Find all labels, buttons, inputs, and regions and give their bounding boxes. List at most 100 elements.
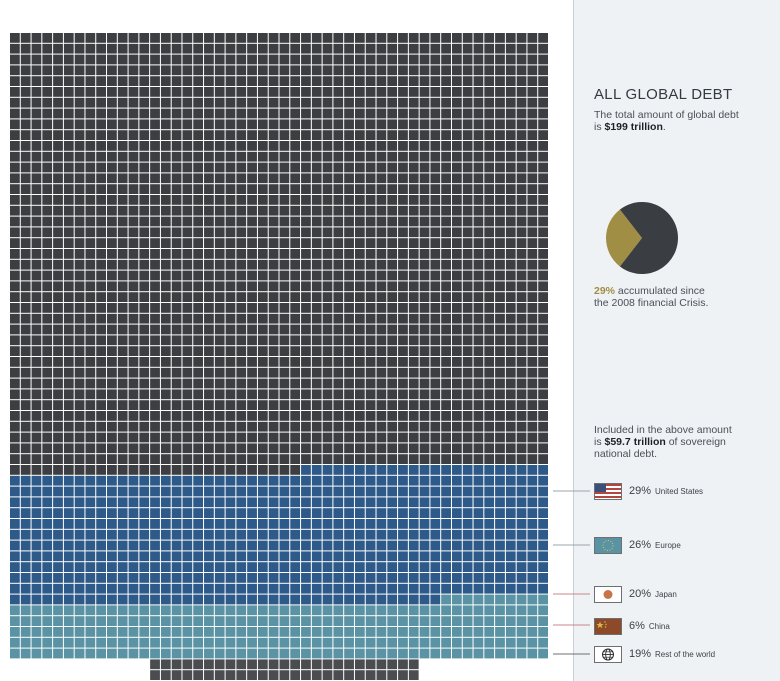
waffle-cell	[204, 184, 214, 194]
waffle-cell	[365, 205, 376, 216]
waffle-cell	[462, 119, 473, 130]
waffle-cell	[505, 454, 516, 464]
waffle-cell	[53, 400, 63, 410]
waffle-cell	[225, 605, 236, 616]
waffle-cell	[451, 346, 462, 356]
waffle-cell	[257, 249, 268, 259]
waffle-cell	[31, 108, 42, 119]
waffle-cell	[376, 497, 387, 508]
waffle-cell	[247, 594, 257, 605]
waffle-cell	[387, 33, 398, 43]
waffle-cell	[301, 508, 311, 518]
waffle-cell	[53, 76, 63, 86]
waffle-cell	[538, 216, 548, 227]
waffle-cell	[150, 43, 160, 54]
waffle-cell	[31, 378, 42, 389]
waffle-cell	[322, 573, 333, 583]
waffle-cell	[365, 670, 376, 680]
waffle-cell	[473, 227, 484, 238]
waffle-cell	[139, 605, 150, 616]
waffle-cell	[182, 540, 193, 551]
waffle-cell	[257, 303, 268, 313]
waffle-cell	[63, 292, 74, 302]
waffle-cell	[74, 33, 85, 43]
waffle-cell	[354, 551, 365, 562]
waffle-cell	[53, 65, 63, 76]
waffle-cell	[214, 346, 225, 356]
waffle-cell	[160, 216, 171, 227]
waffle-cell	[451, 378, 462, 389]
waffle-cell	[193, 151, 204, 162]
waffle-cell	[150, 249, 160, 259]
waffle-cell	[301, 141, 311, 151]
waffle-cell	[398, 529, 408, 540]
waffle-cell	[214, 151, 225, 162]
waffle-cell	[441, 249, 451, 259]
waffle-cell	[85, 378, 96, 389]
waffle-cell	[462, 238, 473, 248]
waffle-cell	[538, 540, 548, 551]
waffle-cell	[96, 605, 107, 616]
waffle-cell	[322, 378, 333, 389]
waffle-cell	[214, 43, 225, 54]
waffle-cell	[236, 497, 247, 508]
waffle-cell	[31, 281, 42, 292]
waffle-cell	[538, 292, 548, 302]
waffle-cell	[538, 151, 548, 162]
waffle-cell	[204, 637, 214, 648]
waffle-cell	[160, 378, 171, 389]
waffle-cell	[387, 605, 398, 616]
waffle-cell	[279, 465, 290, 475]
waffle-cell	[10, 497, 20, 508]
waffle-cell	[387, 184, 398, 194]
waffle-cell	[301, 303, 311, 313]
waffle-cell	[10, 292, 20, 302]
waffle-cell	[408, 432, 419, 443]
waffle-cell	[505, 259, 516, 270]
waffle-cell	[20, 76, 31, 86]
waffle-cell	[333, 367, 344, 378]
waffle-cell	[63, 497, 74, 508]
waffle-cell	[290, 659, 301, 670]
waffle-cell	[473, 335, 484, 346]
waffle-cell	[495, 130, 505, 140]
waffle-cell	[128, 605, 139, 616]
waffle-cell	[408, 443, 419, 454]
waffle-cell	[150, 184, 160, 194]
waffle-cell	[204, 238, 214, 248]
waffle-cell	[257, 335, 268, 346]
waffle-cell	[150, 551, 160, 562]
waffle-cell	[204, 151, 214, 162]
waffle-cell	[495, 270, 505, 281]
waffle-cell	[182, 443, 193, 454]
waffle-cell	[107, 627, 117, 637]
waffle-cell	[20, 540, 31, 551]
waffle-cell	[257, 486, 268, 497]
waffle-cell	[505, 141, 516, 151]
waffle-cell	[430, 454, 441, 464]
waffle-cell	[311, 324, 322, 335]
waffle-cell	[160, 119, 171, 130]
waffle-cell	[214, 87, 225, 97]
waffle-cell	[398, 205, 408, 216]
waffle-cell	[107, 205, 117, 216]
waffle-cell	[279, 529, 290, 540]
waffle-cell	[290, 465, 301, 475]
waffle-cell	[451, 324, 462, 335]
waffle-cell	[85, 87, 96, 97]
waffle-cell	[160, 205, 171, 216]
waffle-cell	[236, 648, 247, 659]
waffle-cell	[279, 432, 290, 443]
waffle-cell	[527, 486, 538, 497]
waffle-cell	[85, 43, 96, 54]
waffle-cell	[473, 562, 484, 572]
waffle-cell	[322, 508, 333, 518]
waffle-cell	[473, 184, 484, 194]
waffle-cell	[74, 367, 85, 378]
waffle-cell	[42, 205, 53, 216]
waffle-cell	[279, 562, 290, 572]
waffle-cell	[128, 313, 139, 324]
waffle-cell	[74, 583, 85, 594]
waffle-cell	[322, 540, 333, 551]
waffle-cell	[53, 594, 63, 605]
